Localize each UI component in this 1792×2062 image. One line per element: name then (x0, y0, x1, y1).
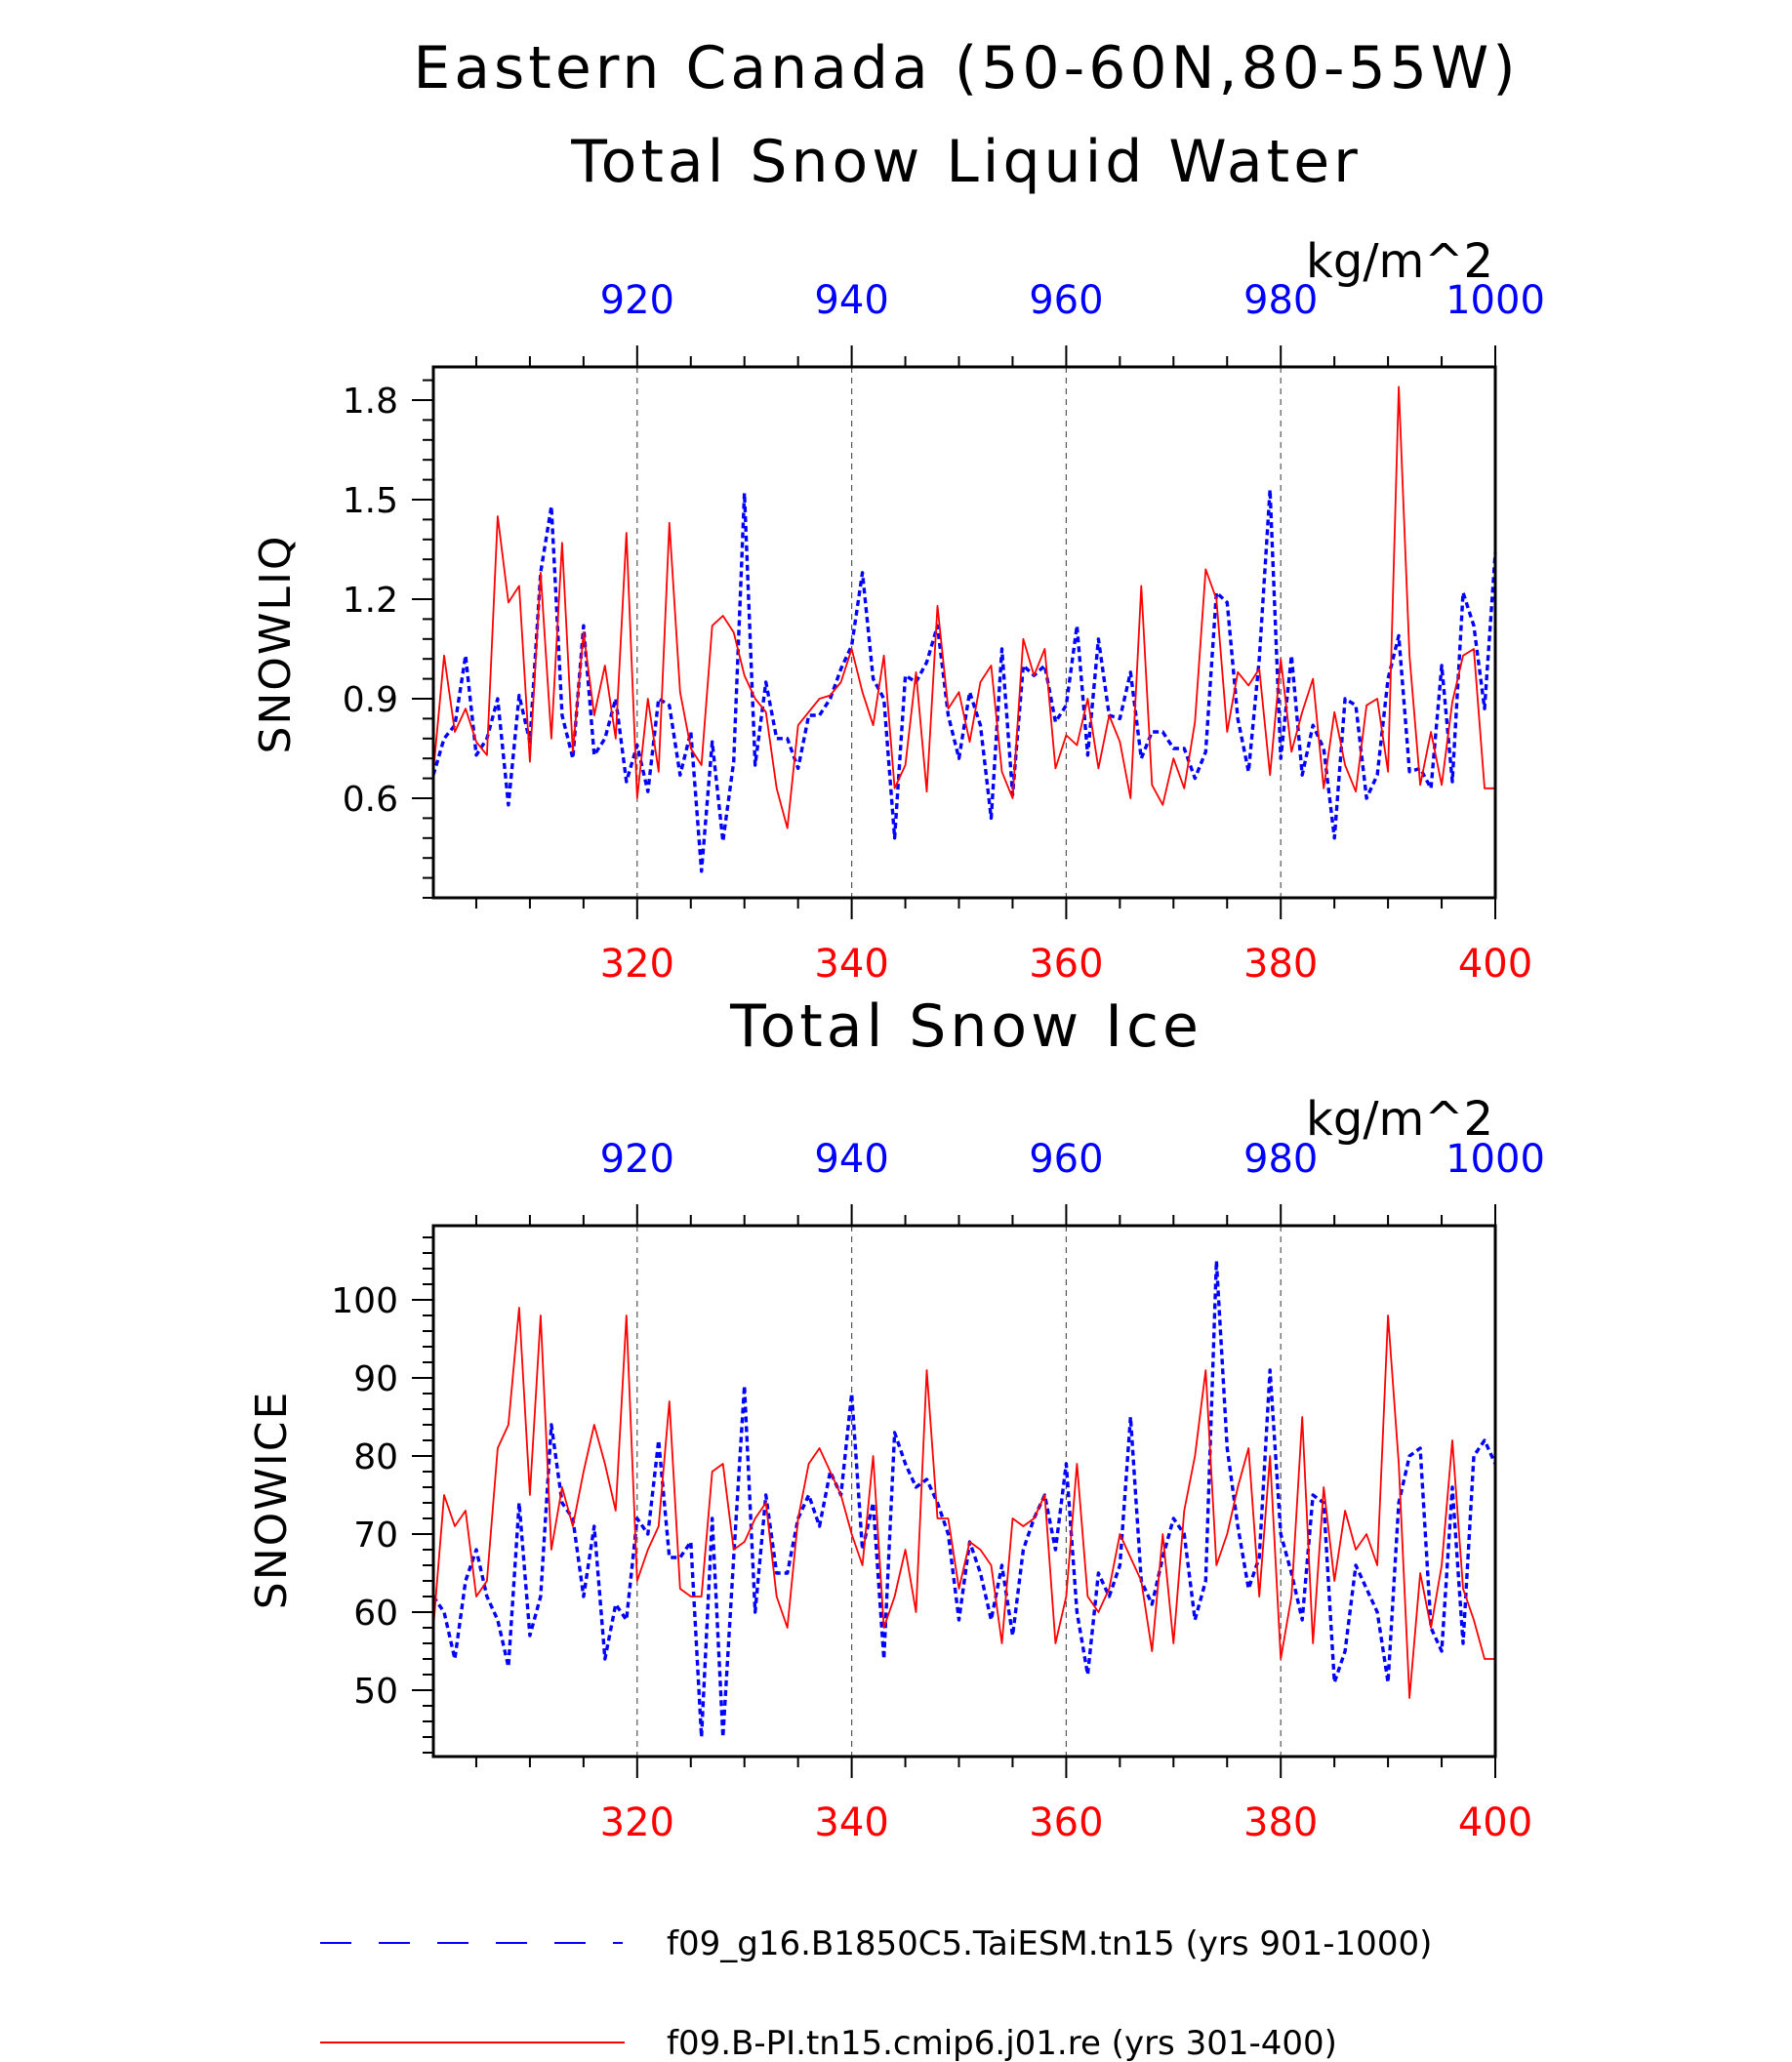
snowliq-y-tick-label: 1.5 (343, 481, 398, 521)
snowice-x-tick-label-bottom: 380 (1243, 1800, 1318, 1845)
snowliq-x-tick-label-top: 1000 (1446, 278, 1545, 323)
snowliq-x-tick-label-bottom: 360 (1029, 942, 1103, 987)
figure-title: Eastern Canada (50-60N,80-55W) (413, 34, 1519, 102)
snowice-x-tick-label-top: 1000 (1446, 1137, 1545, 1182)
snowice-y-tick-label: 70 (353, 1516, 398, 1556)
snowliq-series-blue (431, 488, 1497, 873)
legend-label-red: f09.B-PI.tn15.cmip6.j01.re (yrs 301-400) (667, 2024, 1337, 2062)
snowice-panel-title: Total Snow Ice (729, 992, 1202, 1061)
snowice-x-tick-label-top: 980 (1243, 1137, 1318, 1182)
snowice-y-tick-label: 60 (353, 1594, 398, 1634)
snowice-y-axis-label: SNOWICE (247, 1391, 297, 1609)
snowice-y-tick-label: 80 (353, 1437, 398, 1477)
snowliq-units-label: kg/m^2 (1306, 234, 1493, 289)
snowice-y-tick-label: 90 (353, 1359, 398, 1399)
snowice-x-tick-label-bottom: 320 (600, 1800, 674, 1845)
snowliq-series-red (432, 385, 1495, 829)
snowice-panel: Total Snow Ice kg/m^2 SNOWICE 50 60 70 80 90… (247, 992, 1545, 1845)
snowliq-plot-frame (431, 365, 1497, 900)
snowliq-x-tick-label-top: 920 (600, 278, 674, 323)
snowice-x-tick-label-top: 920 (600, 1137, 674, 1182)
snowice-plot-frame (431, 1224, 1497, 1759)
snowliq-x-tick-label-bottom: 340 (814, 942, 888, 987)
snowice-x-tick-label-bottom: 340 (814, 1800, 888, 1845)
snowice-series-red (432, 1307, 1495, 1699)
snowice-x-tick-label-bottom: 400 (1458, 1800, 1532, 1845)
snowliq-x-tick-label-top: 980 (1243, 278, 1318, 323)
legend: f09_g16.B1850C5.TaiESM.tn15 (yrs 901-100… (320, 1924, 1432, 2062)
snowice-x-tick-label-top: 960 (1029, 1137, 1103, 1182)
snowliq-x-tick-label-bottom: 320 (600, 942, 674, 987)
snowice-x-tick-label-bottom: 360 (1029, 1800, 1103, 1845)
snowice-units-label: kg/m^2 (1306, 1092, 1493, 1147)
snowliq-x-tick-label-bottom: 400 (1458, 942, 1532, 987)
snowliq-panel-title: Total Snow Liquid Water (570, 128, 1362, 196)
snowliq-x-tick-label-top: 960 (1029, 278, 1103, 323)
snowliq-y-axis-label: SNOWLIQ (251, 534, 301, 753)
legend-label-blue: f09_g16.B1850C5.TaiESM.tn15 (yrs 901-100… (667, 1924, 1432, 1963)
snowliq-y-tick-label: 0.9 (343, 680, 398, 720)
snowice-x-tick-label-top: 940 (814, 1137, 888, 1182)
snowliq-y-tick-label: 1.8 (343, 382, 398, 422)
snowliq-y-tick-label: 0.6 (343, 780, 398, 820)
snowliq-panel: Total Snow Liquid Water kg/m^2 SNOWLIQ 0… (251, 128, 1545, 987)
snowliq-y-tick-label: 1.2 (343, 581, 398, 621)
snowliq-x-tick-label-top: 940 (814, 278, 888, 323)
snowice-y-tick-label: 50 (353, 1672, 398, 1712)
snowice-series-blue (431, 1259, 1497, 1739)
snowliq-x-tick-label-bottom: 380 (1243, 942, 1318, 987)
snowice-y-tick-label: 100 (331, 1281, 398, 1321)
